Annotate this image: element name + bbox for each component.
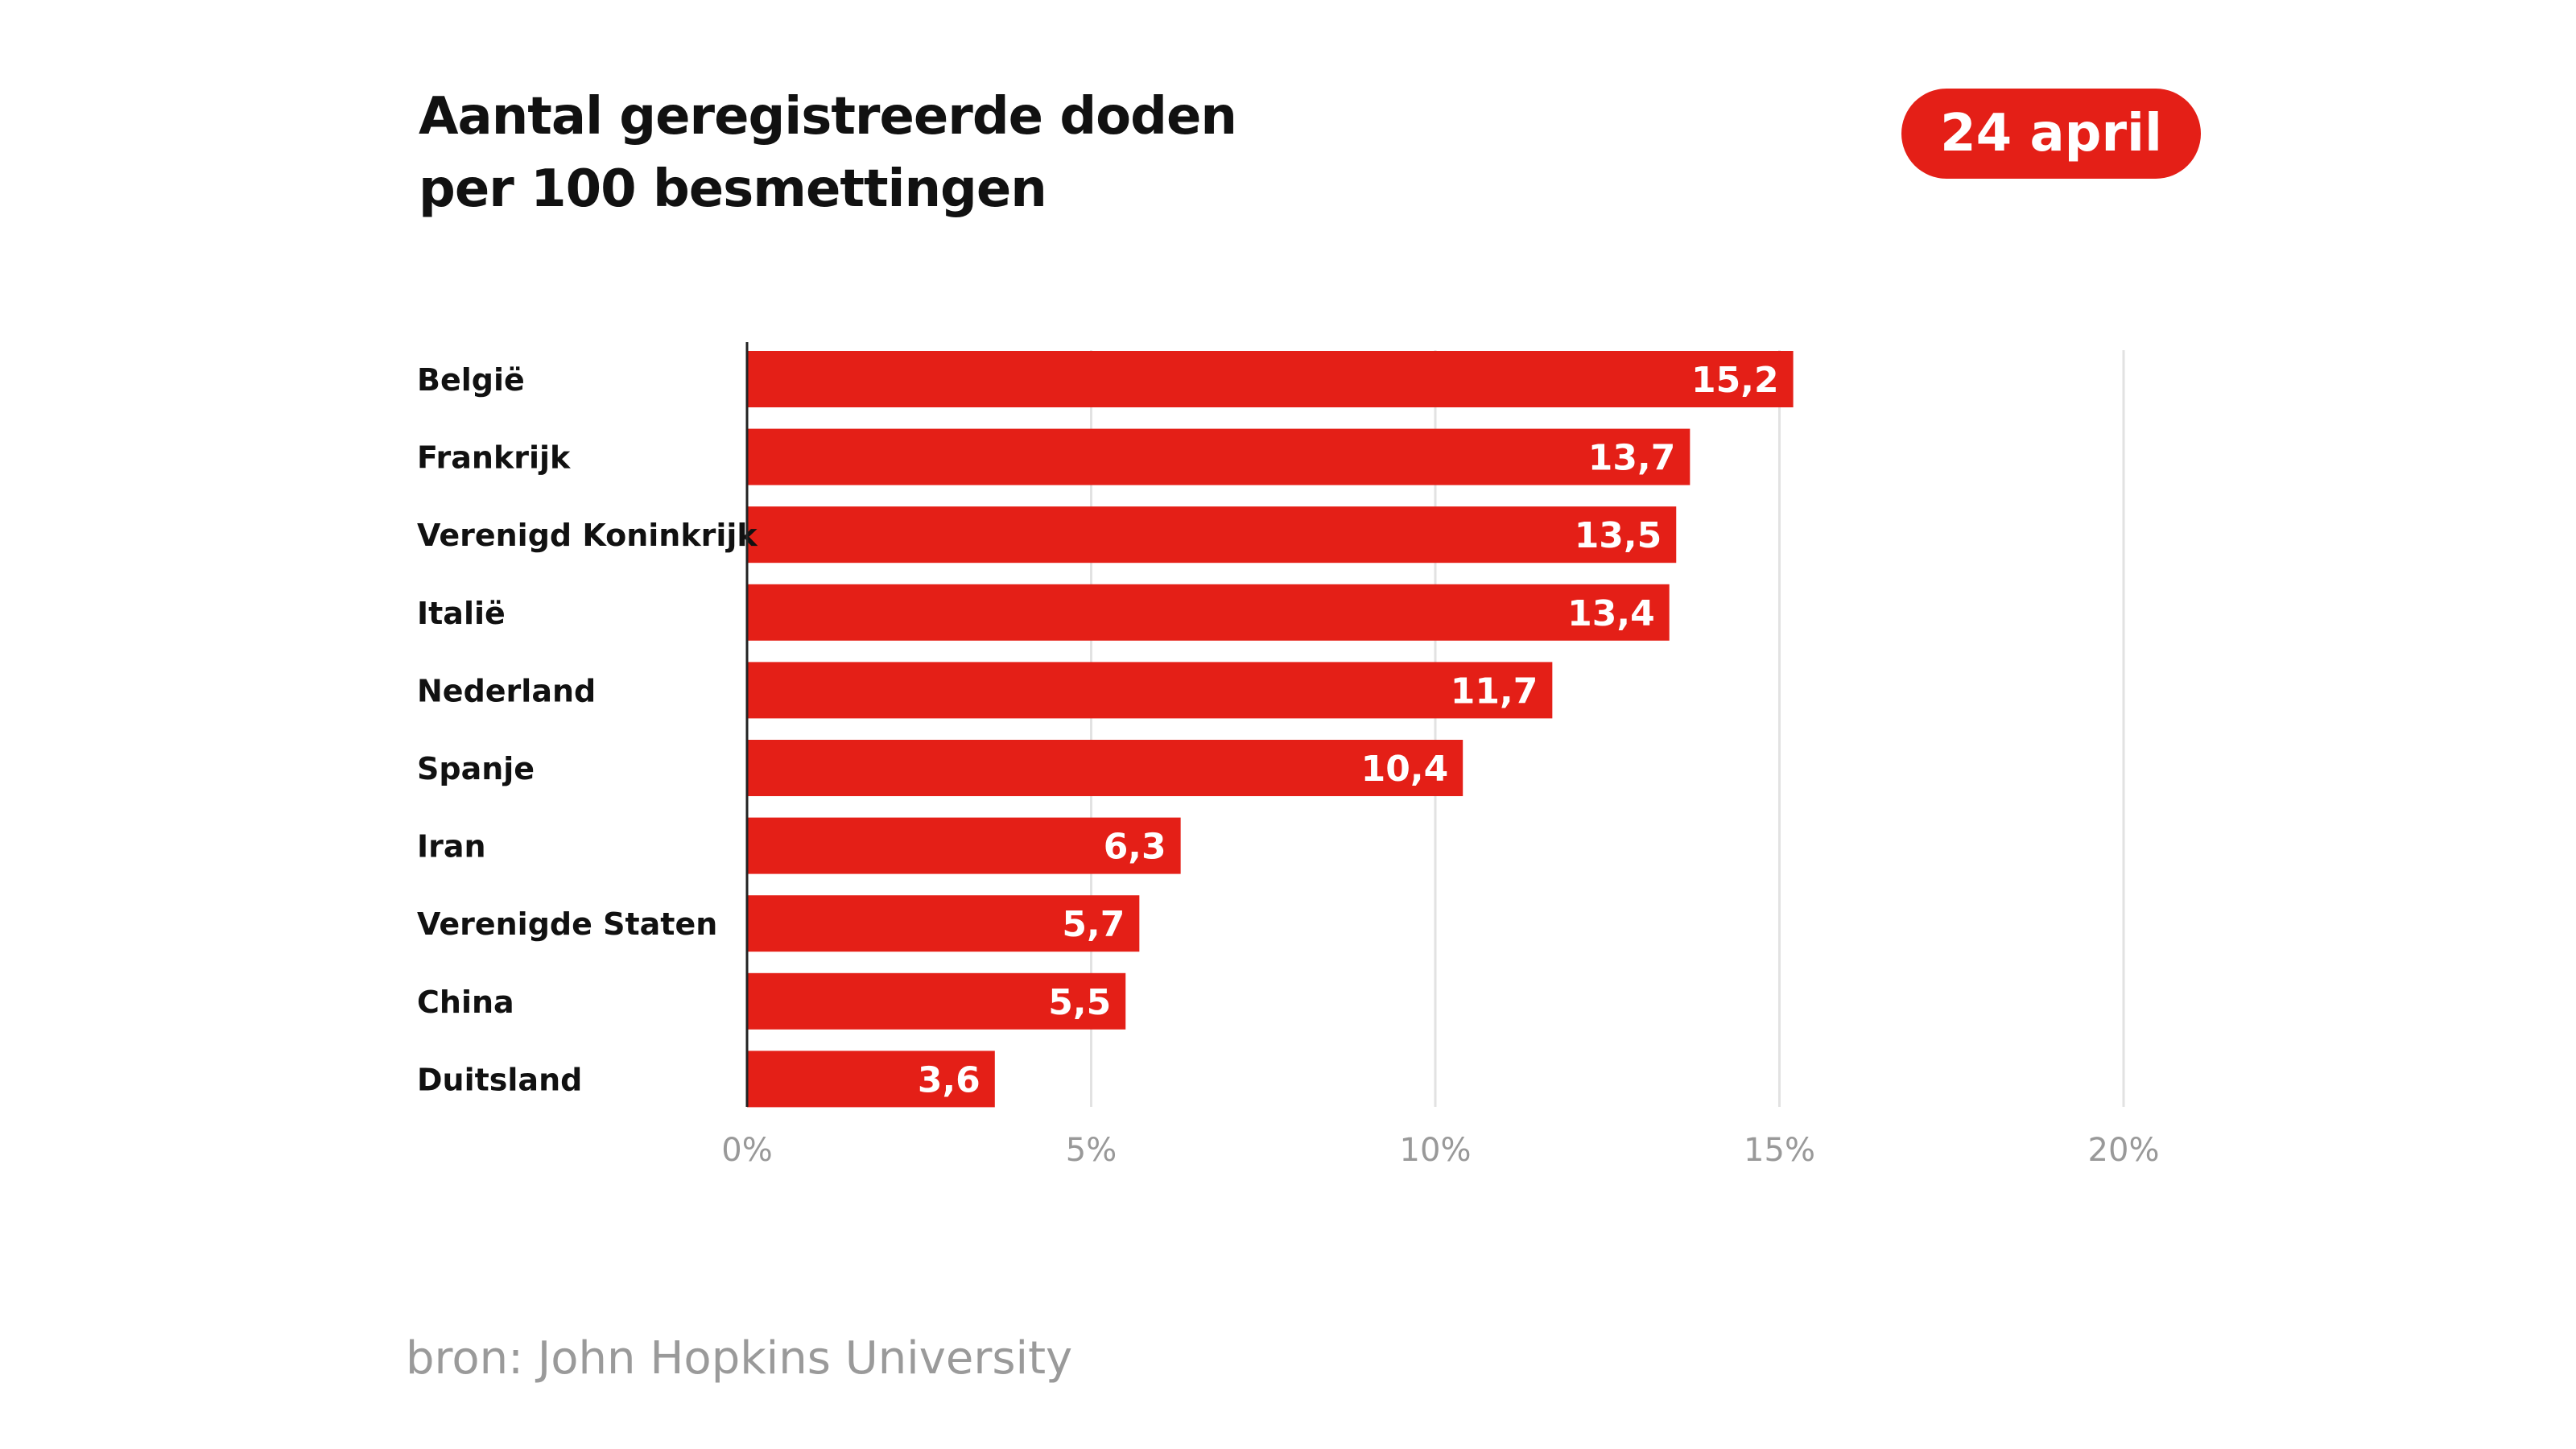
category-label-1: Frankrijk (417, 440, 571, 476)
bar-value-label-2: 13,5 (1575, 515, 1662, 556)
bar-value-label-3: 13,4 (1567, 593, 1655, 634)
category-label-5: Spanje (417, 751, 535, 786)
chart-title-line-1: Aantal geregistreerde doden (419, 87, 1237, 147)
bar-8 (747, 972, 1126, 1030)
bar-1 (747, 428, 1690, 485)
category-label-6: Iran (417, 829, 486, 865)
bar-value-label-1: 13,7 (1588, 438, 1676, 479)
x-tick-label-1: 5% (1066, 1132, 1117, 1169)
bar-2 (747, 506, 1677, 564)
chart-title: Aantal geregistreerde doden per 100 besm… (419, 80, 1237, 225)
bar-9 (747, 1051, 995, 1108)
category-label-4: Nederland (417, 673, 596, 708)
category-label-3: Italië (417, 596, 506, 631)
bar-7 (747, 895, 1140, 952)
bar-3 (747, 584, 1670, 641)
bar-value-label-5: 10,4 (1361, 749, 1449, 790)
bar-0 (747, 351, 1794, 407)
source-note: bron: John Hopkins University (406, 1332, 1073, 1385)
bar-value-label-9: 3,6 (918, 1059, 980, 1100)
category-label-9: Duitsland (417, 1062, 582, 1097)
x-tick-label-0: 0% (721, 1132, 772, 1169)
bar-value-label-0: 15,2 (1691, 360, 1779, 401)
category-label-8: China (417, 985, 514, 1020)
category-label-0: België (417, 362, 525, 398)
x-tick-label-2: 10% (1400, 1132, 1472, 1169)
chart-title-line-2: per 100 besmettingen (419, 159, 1047, 219)
category-label-7: Verenigde Staten (417, 906, 717, 942)
bar-value-label-6: 6,3 (1104, 827, 1166, 868)
x-tick-label-4: 20% (2088, 1132, 2160, 1169)
bar-5 (747, 740, 1463, 796)
bar-value-label-7: 5,7 (1062, 904, 1125, 945)
x-tick-label-3: 15% (1744, 1132, 1815, 1169)
date-badge: 24 april (1901, 89, 2201, 179)
bar-value-label-8: 5,5 (1048, 982, 1111, 1023)
bar-4 (747, 662, 1553, 719)
category-label-2: Verenigd Koninkrijk (417, 518, 758, 553)
bar-value-label-4: 11,7 (1451, 671, 1538, 712)
bar-6 (747, 817, 1181, 874)
